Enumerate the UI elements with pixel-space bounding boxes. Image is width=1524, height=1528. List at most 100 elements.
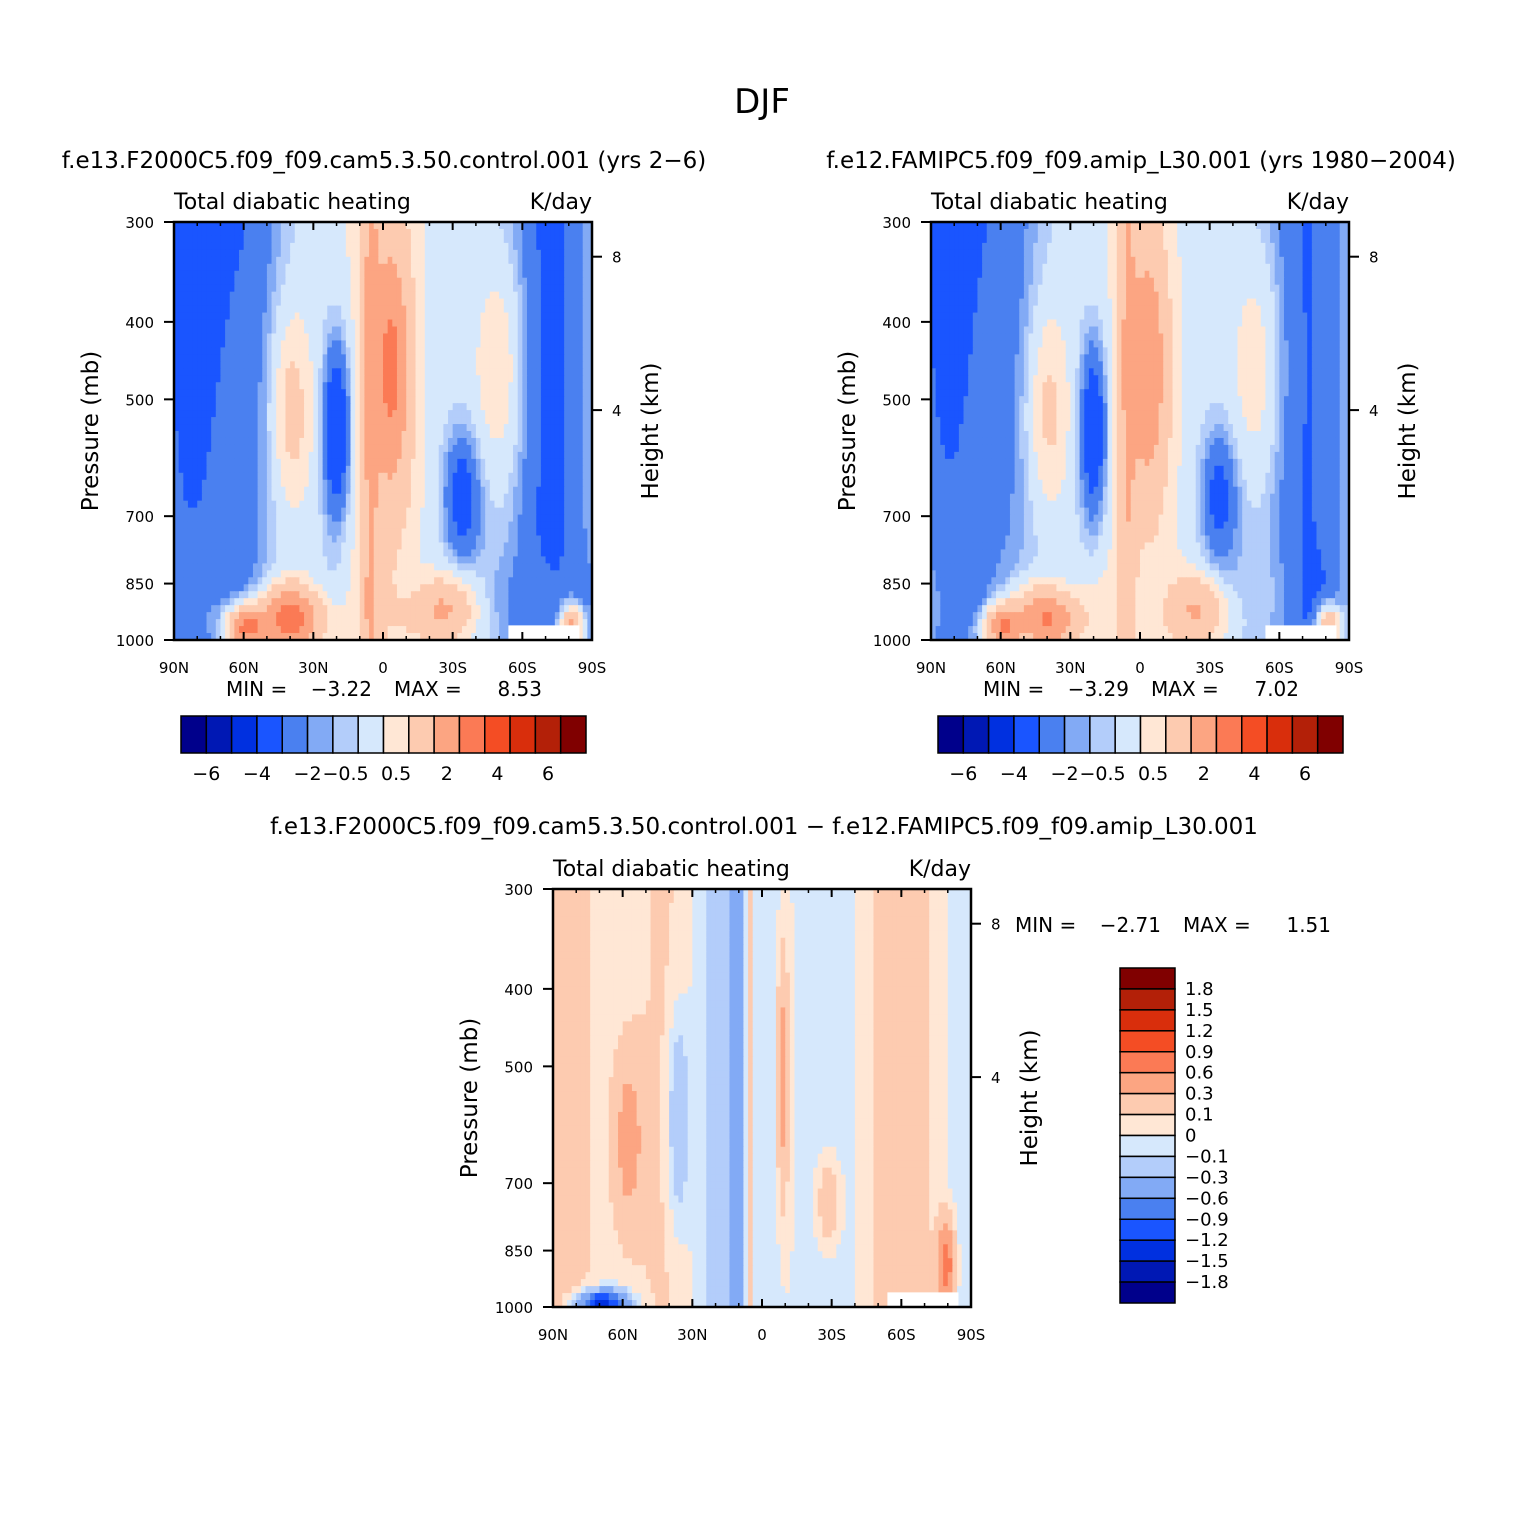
field-cell: [317, 465, 324, 474]
field-cell: [285, 458, 291, 467]
field-cell: [545, 563, 551, 571]
field-cell: [280, 465, 287, 474]
field-cell: [266, 368, 273, 376]
field-cell: [206, 305, 212, 314]
field-cell: [489, 368, 496, 376]
field-cell: [345, 486, 352, 495]
field-cell: [290, 333, 296, 342]
field-cell: [434, 424, 440, 432]
field-cell: [201, 549, 208, 557]
field-cell: [568, 389, 575, 397]
field-cell: [373, 479, 379, 488]
field-cell: [513, 535, 519, 544]
field-cell: [280, 444, 287, 453]
field-cell: [211, 556, 217, 564]
field-cell: [526, 410, 533, 418]
field-cell: [540, 389, 547, 397]
field-cell: [373, 465, 379, 474]
field-cell: [327, 319, 333, 328]
field-cell: [424, 591, 431, 599]
field-cell: [517, 347, 523, 355]
field-cell: [211, 472, 217, 481]
field-cell: [420, 493, 426, 502]
field-cell: [243, 563, 249, 571]
field-cell: [536, 584, 542, 592]
field-cell: [475, 465, 482, 474]
field-cell: [211, 333, 217, 342]
field-cell: [350, 521, 356, 530]
field-cell: [550, 431, 556, 439]
field-cell: [336, 479, 342, 488]
field-cell: [522, 389, 528, 397]
field-cell: [513, 396, 519, 404]
field-cell: [313, 424, 319, 432]
field-cell: [234, 340, 240, 348]
field-cell: [327, 535, 333, 544]
field-cell: [457, 354, 463, 362]
field-cell: [503, 417, 509, 425]
field-cell: [392, 535, 398, 544]
field-cell: [299, 361, 305, 369]
field-cell: [215, 451, 222, 460]
field-cell: [513, 556, 519, 564]
field-cell: [429, 472, 435, 481]
field-cell: [308, 256, 314, 265]
field-cell: [424, 542, 431, 551]
field-cell: [540, 340, 547, 348]
field-cell: [197, 375, 203, 383]
field-cell: [559, 431, 565, 439]
field-cell: [178, 598, 184, 606]
field-cell: [508, 333, 514, 342]
field-cell: [373, 431, 379, 439]
field-cell: [550, 263, 556, 272]
field-cell: [485, 417, 491, 425]
field-cell: [211, 444, 217, 453]
field-cell: [201, 472, 208, 481]
field-cell: [359, 389, 366, 397]
field-cell: [336, 291, 342, 300]
field-cell: [239, 458, 245, 467]
field-cell: [550, 354, 556, 362]
field-cell: [243, 270, 249, 279]
field-cell: [406, 242, 412, 251]
field-cell: [461, 507, 468, 516]
field-cell: [573, 228, 579, 237]
field-cell: [503, 451, 509, 460]
field-cell: [471, 305, 477, 314]
field-cell: [322, 403, 328, 411]
field-cell: [271, 382, 277, 390]
field-cell: [290, 486, 296, 495]
field-cell: [197, 570, 203, 578]
field-cell: [225, 235, 231, 244]
field-cell: [266, 486, 273, 495]
field-cell: [582, 458, 588, 467]
field-cell: [457, 479, 463, 488]
field-cell: [280, 382, 287, 390]
field-cell: [308, 424, 314, 432]
field-cell: [434, 333, 440, 342]
field-cell: [508, 235, 514, 244]
field-cell: [526, 444, 533, 453]
field-cell: [536, 256, 542, 265]
field-cell: [396, 389, 403, 397]
field-cell: [290, 521, 296, 530]
field-cell: [573, 347, 579, 355]
field-cell: [206, 549, 212, 557]
field-cell: [471, 256, 477, 265]
field-cell: [489, 507, 496, 516]
field-cell: [582, 319, 588, 328]
field-cell: [285, 291, 291, 300]
field-cell: [364, 222, 370, 230]
field-cell: [503, 368, 509, 376]
field-cell: [304, 570, 310, 578]
field-cell: [355, 431, 361, 439]
field-cell: [378, 507, 384, 516]
field-cell: [564, 222, 570, 230]
field-cell: [280, 591, 287, 599]
field-cell: [280, 298, 287, 307]
field-cell: [424, 437, 431, 446]
field-cell: [559, 235, 565, 244]
field-cell: [383, 340, 389, 348]
field-cell: [471, 347, 477, 355]
field-cell: [526, 319, 533, 328]
